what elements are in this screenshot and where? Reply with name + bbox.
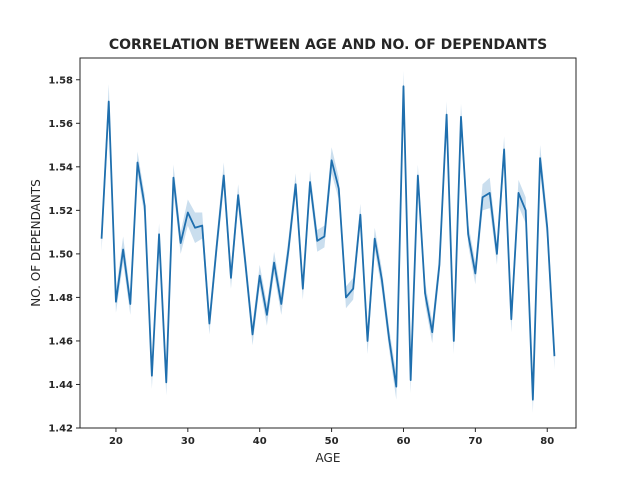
x-tick-label-60: 60 [397, 436, 411, 447]
data-point-age-55 [366, 340, 368, 342]
data-point-age-63 [424, 292, 426, 294]
data-point-age-66 [445, 113, 447, 115]
data-point-age-25 [151, 375, 153, 377]
data-point-age-49 [323, 235, 325, 237]
data-point-age-79 [539, 157, 541, 159]
data-point-age-45 [294, 183, 296, 185]
data-point-age-61 [409, 379, 411, 381]
series-line-0 [100, 85, 556, 401]
data-point-age-47 [309, 181, 311, 183]
data-point-age-72 [489, 192, 491, 194]
data-point-age-78 [532, 399, 534, 401]
data-point-age-73 [496, 253, 498, 255]
y-axis-label: NO. OF DEPENDANTS [29, 179, 43, 307]
data-point-age-46 [302, 288, 304, 290]
data-point-age-29 [179, 242, 181, 244]
y-tick-label-1.50: 1.50 [48, 249, 73, 260]
data-point-age-44 [287, 248, 289, 250]
data-point-age-75 [510, 318, 512, 320]
y-axis: 1.42 1.44 1.46 1.48 1.50 1.52 1.54 1.56 1.58 [48, 75, 80, 435]
data-point-age-42 [273, 261, 275, 263]
data-point-age-41 [266, 314, 268, 316]
y-tick-label-1.52: 1.52 [48, 206, 73, 217]
data-point-age-43 [280, 303, 282, 305]
data-point-age-36 [230, 277, 232, 279]
data-point-age-60 [402, 85, 404, 87]
data-point-age-26 [158, 233, 160, 235]
data-point-age-62 [417, 174, 419, 176]
data-point-age-39 [251, 333, 253, 335]
data-point-age-19 [108, 100, 110, 102]
data-point-age-67 [453, 340, 455, 342]
data-point-age-48 [316, 240, 318, 242]
data-point-age-58 [388, 338, 390, 340]
data-point-age-50 [330, 159, 332, 161]
data-point-age-18 [100, 237, 102, 239]
data-point-age-53 [352, 288, 354, 290]
data-point-age-76 [517, 192, 519, 194]
y-tick-label-1.56: 1.56 [48, 119, 73, 130]
data-point-age-69 [467, 233, 469, 235]
x-axis-label: AGE [316, 451, 341, 465]
data-point-age-74 [503, 148, 505, 150]
confidence-band-series-0 [101, 71, 555, 413]
data-point-age-40 [259, 274, 261, 276]
chart-title: CORRELATION BETWEEN AGE AND NO. OF DEPEN… [109, 37, 547, 53]
plot-area [100, 71, 556, 413]
x-tick-label-70: 70 [468, 436, 482, 447]
data-point-age-52 [345, 296, 347, 298]
data-point-age-35 [223, 174, 225, 176]
x-tick-label-50: 50 [325, 436, 339, 447]
data-point-age-70 [474, 272, 476, 274]
data-point-age-56 [374, 237, 376, 239]
data-point-age-34 [215, 246, 217, 248]
x-tick-label-30: 30 [181, 436, 195, 447]
y-tick-label-1.46: 1.46 [48, 336, 73, 347]
y-tick-label-1.42: 1.42 [48, 424, 73, 435]
data-point-age-37 [237, 194, 239, 196]
data-point-age-30 [187, 211, 189, 213]
data-point-age-71 [481, 196, 483, 198]
data-point-age-51 [338, 187, 340, 189]
data-point-age-33 [208, 322, 210, 324]
y-tick-label-1.54: 1.54 [48, 162, 73, 173]
data-point-age-77 [524, 209, 526, 211]
data-point-age-22 [129, 303, 131, 305]
plot-frame [79, 57, 577, 429]
data-point-age-20 [115, 301, 117, 303]
y-tick-label-1.58: 1.58 [48, 75, 73, 86]
x-axis: 20 30 40 50 60 70 80 [109, 428, 554, 447]
data-point-age-81 [553, 355, 555, 357]
y-tick-label-1.48: 1.48 [48, 293, 73, 304]
data-point-age-54 [359, 214, 361, 216]
data-point-age-31 [194, 227, 196, 229]
data-point-age-65 [438, 264, 440, 266]
x-tick-label-80: 80 [540, 436, 554, 447]
data-point-age-28 [172, 177, 174, 179]
data-point-age-24 [144, 205, 146, 207]
data-point-age-32 [201, 224, 203, 226]
data-point-age-59 [395, 385, 397, 387]
x-tick-label-20: 20 [109, 436, 123, 447]
data-point-age-57 [381, 279, 383, 281]
data-point-age-27 [165, 381, 167, 383]
y-tick-label-1.44: 1.44 [48, 380, 73, 391]
data-point-age-38 [244, 261, 246, 263]
x-tick-label-40: 40 [253, 436, 267, 447]
data-point-age-64 [431, 331, 433, 333]
data-point-age-23 [136, 161, 138, 163]
data-point-age-21 [122, 248, 124, 250]
data-point-age-68 [460, 116, 462, 118]
data-point-age-80 [546, 227, 548, 229]
